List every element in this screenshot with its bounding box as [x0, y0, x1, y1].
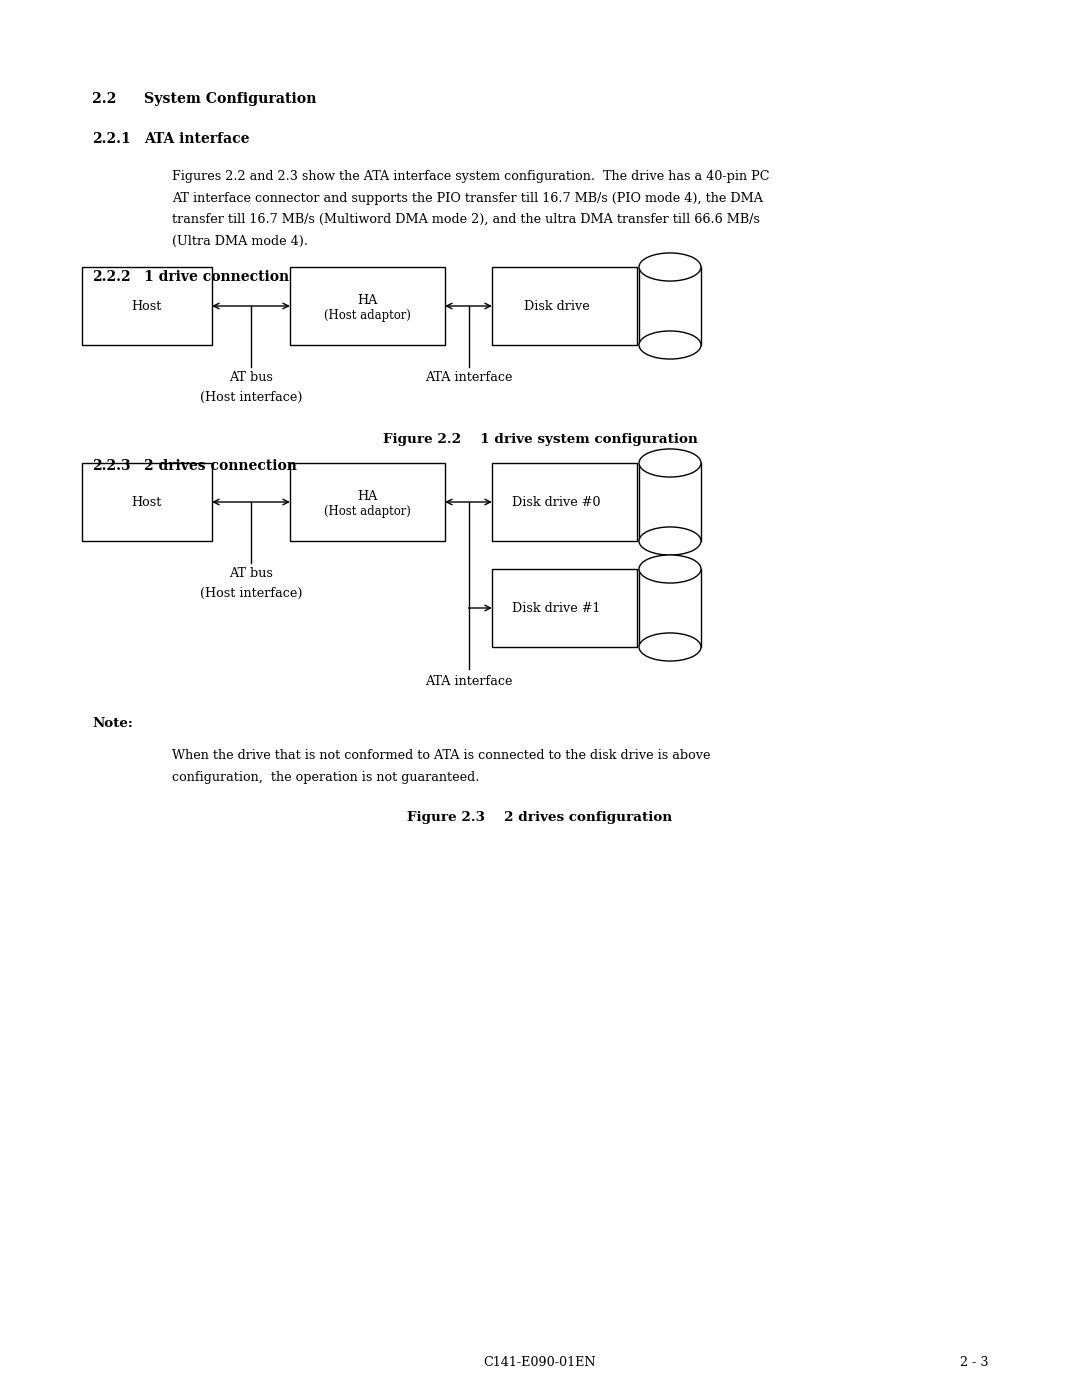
Bar	[82, 462, 212, 541]
Bar	[639, 462, 701, 541]
Text: (Host interface): (Host interface)	[200, 587, 302, 599]
Text: Host: Host	[132, 496, 162, 509]
Text: configuration,  the operation is not guaranteed.: configuration, the operation is not guar…	[172, 771, 480, 784]
Text: Note:: Note:	[92, 717, 133, 731]
Text: 2.2.1: 2.2.1	[92, 131, 131, 147]
Text: transfer till 16.7 MB/s (Multiword DMA mode 2), and the ultra DMA transfer till : transfer till 16.7 MB/s (Multiword DMA m…	[172, 212, 760, 226]
Text: AT bus: AT bus	[229, 567, 273, 580]
Bar	[82, 267, 212, 345]
Text: (Host adaptor): (Host adaptor)	[324, 506, 410, 518]
Text: AT interface connector and supports the PIO transfer till 16.7 MB/s (PIO mode 4): AT interface connector and supports the …	[172, 191, 762, 204]
Text: 2.2.3: 2.2.3	[92, 460, 131, 474]
Text: Figure 2.3    2 drives configuration: Figure 2.3 2 drives configuration	[407, 810, 673, 823]
Text: AT bus: AT bus	[229, 372, 273, 384]
Bar	[639, 267, 701, 345]
Text: When the drive that is not conformed to ATA is connected to the disk drive is ab: When the drive that is not conformed to …	[172, 749, 711, 761]
Text: 2.2.2: 2.2.2	[92, 270, 131, 284]
Text: ATA interface: ATA interface	[424, 372, 512, 384]
Text: (Ultra DMA mode 4).: (Ultra DMA mode 4).	[172, 235, 308, 247]
Text: ATA interface: ATA interface	[144, 131, 249, 147]
Text: Figure 2.2    1 drive system configuration: Figure 2.2 1 drive system configuration	[382, 433, 698, 446]
Bar	[492, 267, 637, 345]
Text: ATA interface: ATA interface	[424, 675, 512, 687]
Ellipse shape	[639, 331, 701, 359]
Text: HA: HA	[357, 489, 378, 503]
Bar	[492, 569, 637, 647]
Text: 2 - 3: 2 - 3	[959, 1356, 988, 1369]
Text: C141-E090-01EN: C141-E090-01EN	[484, 1356, 596, 1369]
Text: 2.2: 2.2	[92, 92, 117, 106]
Ellipse shape	[639, 527, 701, 555]
Text: Disk drive #0: Disk drive #0	[512, 496, 600, 509]
Bar	[291, 462, 445, 541]
Text: Disk drive: Disk drive	[524, 299, 590, 313]
Bar	[639, 569, 701, 647]
Text: (Host adaptor): (Host adaptor)	[324, 310, 410, 323]
Text: Host: Host	[132, 299, 162, 313]
Ellipse shape	[639, 633, 701, 661]
Text: Figures 2.2 and 2.3 show the ATA interface system configuration.  The drive has : Figures 2.2 and 2.3 show the ATA interfa…	[172, 170, 769, 183]
Text: (Host interface): (Host interface)	[200, 391, 302, 404]
Text: 1 drive connection: 1 drive connection	[144, 270, 289, 284]
Text: 2 drives connection: 2 drives connection	[144, 460, 297, 474]
Text: HA: HA	[357, 293, 378, 306]
Bar	[492, 462, 637, 541]
Ellipse shape	[639, 253, 701, 281]
Ellipse shape	[639, 555, 701, 583]
Bar	[291, 267, 445, 345]
Text: Disk drive #1: Disk drive #1	[512, 602, 600, 615]
Text: System Configuration: System Configuration	[144, 92, 316, 106]
Ellipse shape	[639, 448, 701, 476]
